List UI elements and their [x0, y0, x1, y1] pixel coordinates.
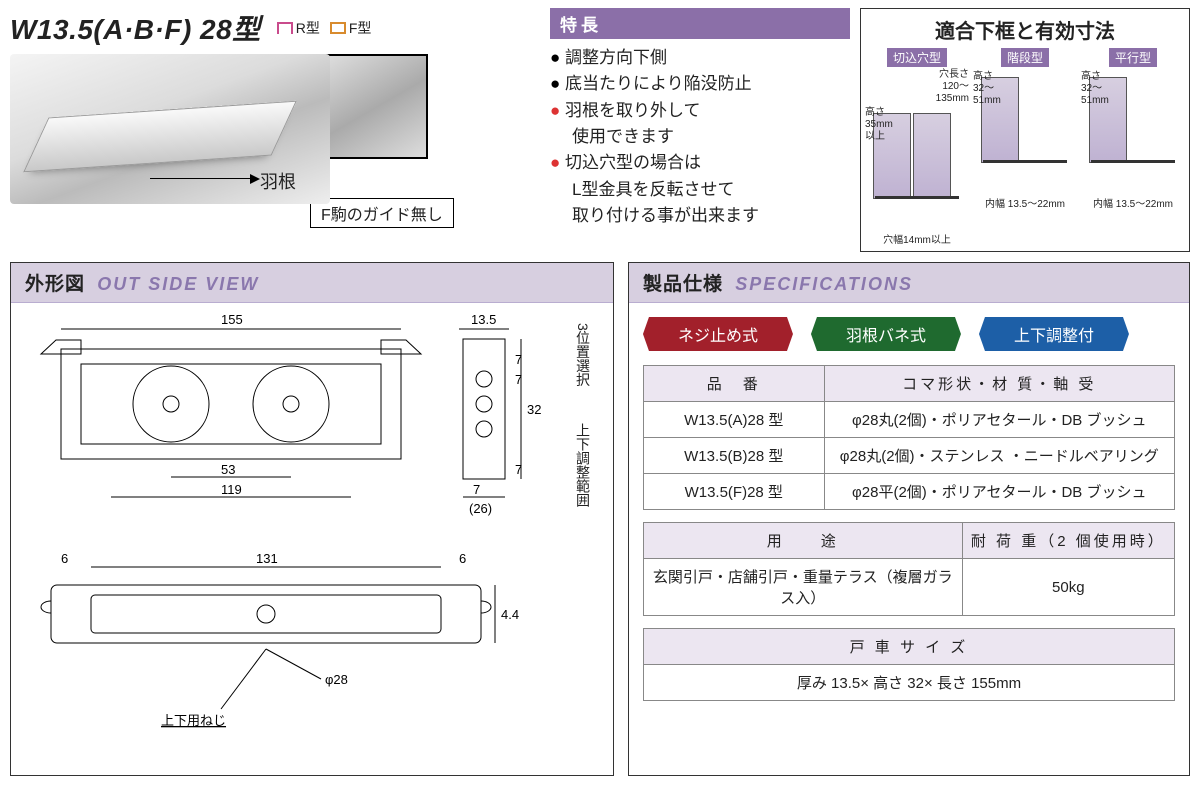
type-mark-label: F型	[349, 18, 372, 38]
specifications-panel: 製品仕様 SPECIFICATIONS ネジ止め式羽根バネ式上下調整付 品 番 …	[628, 262, 1190, 776]
product-header-block: W13.5(A·B·F) 28型 R型 F型 羽根 F駒のガイド無し	[10, 8, 540, 252]
svg-text:131: 131	[256, 551, 278, 566]
fit-dim-bottom: 内幅 13.5～22mm	[973, 199, 1077, 211]
svg-text:7: 7	[515, 462, 522, 477]
r-type-icon	[277, 22, 293, 34]
product-title: W13.5(A·B·F) 28型	[10, 8, 261, 48]
table-row: W13.5(F)28 型φ28平(2個)・ポリアセタール・DB ブッシュ	[643, 474, 1174, 510]
hane-callout: 羽根	[260, 168, 540, 194]
table-header: 品 番	[643, 366, 824, 402]
type-mark-f: F型	[330, 18, 372, 38]
spec-table-1: 品 番 コマ形状・材 質・軸 受 W13.5(A)28 型φ28丸(2個)・ポリ…	[643, 365, 1175, 510]
fit-column: 平行型高さ 32～ 51mm 内幅 13.5～22mm	[1081, 48, 1185, 247]
f-type-icon	[330, 22, 346, 34]
table-row: 玄関引戸・店舗引戸・重量テラス（複層ガラス入）50kg	[643, 559, 1174, 616]
spec-header-en: SPECIFICATIONS	[735, 274, 913, 294]
fit-tag: 切込穴型	[887, 48, 947, 67]
table-cell: φ28丸(2個)・ステンレス ・ニードルベアリング	[824, 438, 1174, 474]
table-cell: 玄関引戸・店舗引戸・重量テラス（複層ガラス入）	[643, 559, 962, 616]
spec-table-2: 用 途 耐 荷 重（2 個使用時） 玄関引戸・店舗引戸・重量テラス（複層ガラス入…	[643, 522, 1175, 616]
side-note-1: 3位置選択	[573, 323, 593, 387]
table-cell: φ28丸(2個)・ポリアセタール・DB ブッシュ	[824, 402, 1174, 438]
spec-tag: 上下調整付	[979, 317, 1129, 351]
features-block: 特長 調整方向下側底当たりにより陥没防止羽根を取り外して 使用できます切込穴型の…	[550, 8, 850, 252]
feature-item: 底当たりにより陥没防止	[550, 71, 850, 97]
outside-header-en: OUT SIDE VIEW	[97, 274, 259, 294]
type-mark-r: R型	[277, 18, 320, 38]
table-header: コマ形状・材 質・軸 受	[824, 366, 1174, 402]
table-header: 用 途	[643, 523, 962, 559]
fit-dim-side: 高さ 32～ 51mm	[973, 71, 1077, 107]
drawing-side: 13.5 7 7 32 7 7 (26)	[451, 309, 571, 529]
table-cell: W13.5(A)28 型	[643, 402, 824, 438]
svg-text:53: 53	[221, 462, 235, 477]
fit-dim-bottom: 穴幅14mm以上	[865, 235, 969, 247]
table-cell: 厚み 13.5× 高さ 32× 長さ 155mm	[643, 665, 1174, 701]
fit-dim-side: 高さ 35mm 以上	[865, 107, 969, 143]
table-row: W13.5(B)28 型φ28丸(2個)・ステンレス ・ニードルベアリング	[643, 438, 1174, 474]
fit-dim-bottom: 内幅 13.5～22mm	[1081, 199, 1185, 211]
fit-dim-side: 高さ 32～ 51mm	[1081, 71, 1185, 107]
svg-text:(26): (26)	[469, 501, 492, 516]
spec-table-1-body: W13.5(A)28 型φ28丸(2個)・ポリアセタール・DB ブッシュW13.…	[643, 402, 1174, 510]
table-row: W13.5(A)28 型φ28丸(2個)・ポリアセタール・DB ブッシュ	[643, 402, 1174, 438]
svg-text:7: 7	[473, 482, 480, 497]
drawing-front: 155 53 119	[21, 309, 451, 529]
svg-text:φ28: φ28	[325, 672, 348, 687]
fit-tag: 平行型	[1109, 48, 1157, 67]
fit-title: 適合下框と有効寸法	[865, 15, 1185, 44]
spec-header-jp: 製品仕様	[643, 274, 723, 295]
fit-column: 切込穴型穴長さ 120～ 135mm高さ 35mm 以上穴幅14mm以上	[865, 48, 969, 247]
spec-table-3: 戸 車 サ イ ズ 厚み 13.5× 高さ 32× 長さ 155mm	[643, 628, 1175, 701]
svg-text:32: 32	[527, 402, 541, 417]
svg-text:6: 6	[61, 551, 68, 566]
fit-columns: 切込穴型穴長さ 120～ 135mm高さ 35mm 以上穴幅14mm以上階段型高…	[865, 48, 1185, 247]
table-cell: 50kg	[962, 559, 1174, 616]
feature-item: 羽根を取り外して 使用できます	[550, 98, 850, 151]
svg-text:4.4: 4.4	[501, 607, 519, 622]
f-koma-note: F駒のガイド無し	[310, 198, 454, 228]
spec-table-2-body: 玄関引戸・店舗引戸・重量テラス（複層ガラス入）50kg	[643, 559, 1174, 616]
type-marks: R型 F型	[277, 18, 372, 38]
svg-text:6: 6	[459, 551, 466, 566]
spec-tag: ネジ止め式	[643, 317, 793, 351]
svg-text:119: 119	[221, 482, 242, 497]
drawing-top: 131 6 6 4.4 φ28 上下用ねじ	[21, 549, 581, 769]
fit-tag: 階段型	[1001, 48, 1049, 67]
spec-tag: 羽根バネ式	[811, 317, 961, 351]
fit-block: 適合下框と有効寸法 切込穴型穴長さ 120～ 135mm高さ 35mm 以上穴幅…	[860, 8, 1190, 252]
table-cell: W13.5(F)28 型	[643, 474, 824, 510]
outside-view-panel: 外形図 OUT SIDE VIEW 155 53 119	[10, 262, 614, 776]
table-header: 耐 荷 重（2 個使用時）	[962, 523, 1174, 559]
table-cell: φ28平(2個)・ポリアセタール・DB ブッシュ	[824, 474, 1174, 510]
fit-dim-top: 穴長さ 120～ 135mm	[865, 69, 969, 105]
feature-item: 調整方向下側	[550, 45, 850, 71]
svg-text:上下用ねじ: 上下用ねじ	[161, 713, 226, 728]
features-header: 特長	[550, 8, 850, 39]
outside-header-jp: 外形図	[25, 274, 85, 295]
spec-tag-row: ネジ止め式羽根バネ式上下調整付	[643, 317, 1175, 351]
svg-text:155: 155	[221, 312, 243, 327]
type-mark-label: R型	[296, 18, 320, 38]
feature-item: 切込穴型の場合は L型金具を反転させて 取り付ける事が出来ます	[550, 150, 850, 229]
table-cell: W13.5(B)28 型	[643, 438, 824, 474]
side-note-2: 上下調整範囲	[573, 423, 593, 507]
table-header: 戸 車 サ イ ズ	[643, 629, 1174, 665]
svg-text:13.5: 13.5	[471, 312, 496, 327]
features-list: 調整方向下側底当たりにより陥没防止羽根を取り外して 使用できます切込穴型の場合は…	[550, 45, 850, 229]
fit-column: 階段型高さ 32～ 51mm 内幅 13.5～22mm	[973, 48, 1077, 247]
